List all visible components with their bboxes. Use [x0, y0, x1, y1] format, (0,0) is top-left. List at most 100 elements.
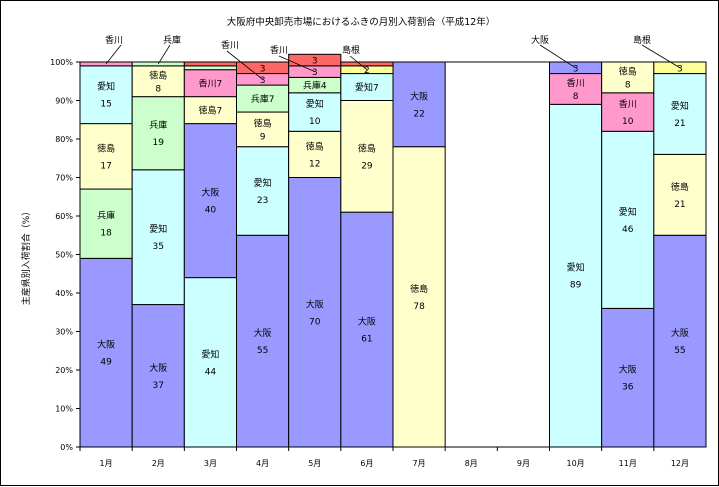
x-tick-label: 2月	[152, 459, 165, 468]
x-tick-label: 11月	[619, 459, 637, 468]
segment-value-label: 10	[622, 117, 634, 127]
segment-value-label: 3	[573, 64, 579, 74]
x-tick-label: 1月	[100, 459, 113, 468]
axes: 0% 10% 20% 30% 40% 50% 60% 70% 80% 90% 100% 1月 2月 3月 4…	[50, 58, 689, 468]
bar-segment	[601, 130, 655, 309]
segment-label: 香川7	[199, 79, 223, 90]
segment-value-label: 17	[100, 161, 111, 171]
y-tick-label: 20%	[55, 366, 73, 375]
segment-name-label: 愛知	[97, 81, 115, 93]
segment-name-label: 兵庫	[97, 210, 115, 222]
bar-segment	[601, 61, 655, 94]
y-axis-label: 主産県別入荷割合（%）	[20, 207, 32, 306]
segment-value-label: 8	[155, 84, 161, 94]
segment-name-label: 徳島	[671, 181, 689, 193]
callout-label: 兵庫	[163, 34, 181, 46]
segment-name-label: 香川	[567, 78, 585, 89]
y-tick-label: 70%	[55, 174, 73, 183]
x-tick-label: 7月	[413, 459, 426, 468]
segment-name-label: 愛知	[619, 206, 637, 218]
bar-segment	[601, 307, 655, 448]
bar-segment	[340, 100, 394, 213]
x-tick-label: 6月	[360, 459, 373, 468]
bar-segment	[236, 234, 290, 448]
bar-segment	[288, 130, 342, 179]
bar-segment	[131, 169, 185, 306]
segment-name-label: 愛知	[201, 348, 219, 360]
callout-label: 香川	[105, 35, 123, 46]
y-tick-label: 100%	[50, 58, 73, 67]
segment-name-label: 愛知	[306, 98, 324, 110]
bar-segment	[653, 73, 707, 155]
segment-name-label: 大阪	[671, 327, 689, 339]
bar-segment	[183, 96, 237, 125]
segment-value-label: 22	[413, 109, 424, 119]
bar-segment	[601, 92, 655, 132]
segment-value-label: 89	[570, 281, 582, 291]
callout-label: 香川	[221, 40, 239, 51]
bar-segment	[392, 146, 446, 448]
bar-segment	[79, 65, 133, 125]
bar-segment	[392, 61, 446, 148]
y-tick-label: 10%	[55, 405, 73, 414]
segment-name-label: 徳島	[254, 117, 272, 129]
segment-name-label: 愛知	[149, 223, 167, 235]
segment-value-label: 3	[260, 64, 266, 74]
segment-value-label: 10	[309, 117, 321, 127]
segment-label: 兵庫7	[251, 93, 275, 105]
segment-value-label: 55	[674, 346, 685, 356]
segment-value-label: 78	[413, 302, 425, 312]
segment-name-label: 愛知	[567, 262, 585, 274]
bar-segment	[131, 65, 185, 98]
segment-value-label: 9	[260, 132, 266, 142]
y-tick-label: 0%	[60, 443, 73, 452]
segment-value-label: 23	[257, 196, 268, 206]
segment-name-label: 徳島	[410, 283, 428, 295]
bar-segment	[183, 61, 237, 67]
segment-name-label: 香川	[619, 99, 637, 110]
bar-segment	[236, 146, 290, 236]
segment-label: 徳島7	[199, 105, 223, 117]
segment-value-label: 18	[100, 229, 112, 239]
callout-label: 香川	[270, 45, 288, 56]
x-tick-label: 5月	[308, 459, 321, 468]
y-tick-label: 60%	[55, 212, 73, 221]
callout-leader	[539, 44, 576, 69]
bar-segment	[131, 304, 185, 448]
segment-value-label: 29	[361, 161, 373, 171]
segment-value-label: 70	[309, 317, 321, 327]
chart-title: 大阪府中央卸売市場におけるふきの月別入荷割合（平成12年）	[227, 16, 496, 28]
segment-name-label: 大阪	[619, 364, 637, 376]
bar-segment	[288, 177, 342, 448]
segment-value-label: 8	[625, 80, 631, 90]
y-tick-label: 80%	[55, 135, 73, 144]
callout-leader	[278, 55, 315, 72]
bar-segment	[79, 123, 133, 190]
segment-name-label: 愛知	[254, 177, 272, 189]
segment-value-label: 12	[309, 159, 320, 169]
segment-value-label: 21	[674, 200, 685, 210]
x-tick-label: 9月	[517, 459, 530, 468]
segment-value-label: 21	[674, 119, 685, 129]
bar-segment	[131, 96, 185, 171]
segment-name-label: 大阪	[149, 362, 167, 374]
segment-name-label: 兵庫	[149, 119, 167, 131]
segment-value-label: 8	[573, 92, 579, 102]
bar-segment	[340, 73, 394, 102]
segment-value-label: 35	[153, 242, 164, 252]
callout-leader	[349, 55, 368, 71]
segment-value-label: 55	[257, 346, 268, 356]
x-tick-label: 12月	[671, 459, 689, 468]
segment-name-label: 徳島	[619, 65, 637, 77]
segment-name-label: 徳島	[306, 140, 324, 152]
bar-segment	[549, 103, 603, 448]
bar-segment	[653, 153, 707, 236]
callout-leader	[105, 44, 122, 65]
segment-name-label: 愛知	[671, 100, 689, 112]
x-tick-label: 10月	[566, 459, 584, 468]
segment-label: 兵庫4	[303, 80, 327, 92]
segment-name-label: 徳島	[97, 142, 115, 154]
